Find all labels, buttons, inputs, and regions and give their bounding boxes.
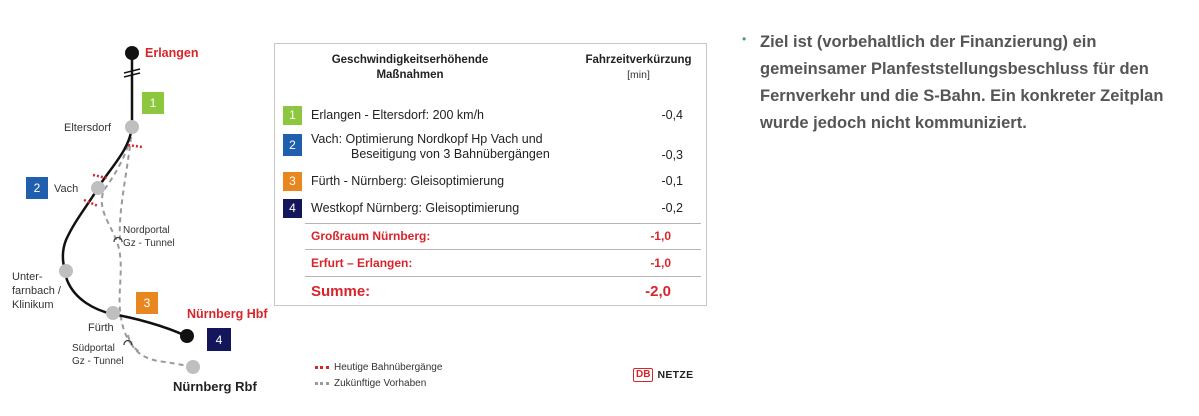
header-unit: [min]: [627, 69, 650, 81]
row-value: -0,2: [661, 201, 683, 215]
station-unterfarnbach: [59, 264, 73, 278]
grossraum-label: Großraum Nürnberg:: [311, 229, 431, 243]
label-unterfarnbach-1: Unter-: [12, 271, 43, 283]
table-row: 4 Westkopf Nürnberg: Gleisoptimierung -0…: [283, 199, 703, 219]
table-row: 2 Vach: Optimierung Nordkopf Hp Vach und…: [283, 132, 703, 166]
legend-red-dots-icon: [315, 365, 329, 369]
badge-3-label: 3: [144, 296, 151, 310]
header-time-reduction-label: Fahrzeitverkürzung: [585, 54, 692, 66]
label-nuernberg-rbf: Nürnberg Rbf: [173, 379, 257, 394]
row-label: Erlangen - Eltersdorf: 200 km/h: [311, 108, 484, 122]
label-nordportal-2: Gz - Tunnel: [123, 238, 175, 249]
row-badge-1: 1: [283, 106, 302, 125]
row-label: Vach: Optimierung Nordkopf Hp Vach und: [311, 132, 543, 146]
label-eltersdorf: Eltersdorf: [64, 122, 112, 134]
badge-1-label: 1: [150, 96, 157, 110]
header-measures-line2: Maßnahmen: [376, 69, 444, 81]
measures-table: Geschwindigkeitserhöhende Maßnahmen Fahr…: [274, 43, 707, 306]
row-label: Fürth - Nürnberg: Gleisoptimierung: [311, 174, 505, 188]
bullet-text: Ziel ist (vorbehaltlich der Finanzierung…: [760, 33, 1164, 132]
header-measures-line1: Geschwindigkeitserhöhende: [331, 54, 489, 66]
label-vach: Vach: [54, 183, 78, 195]
level-crossing-marks: [83, 198, 99, 208]
break-mark: [123, 72, 141, 78]
future-line-vach-bypass: [100, 127, 141, 353]
station-vach: [91, 181, 105, 195]
divider: [305, 223, 701, 224]
row-summe: Summe: -2,0: [311, 283, 681, 300]
row-value: -0,3: [661, 148, 683, 162]
divider: [305, 276, 701, 277]
table-row: 1 Erlangen - Eltersdorf: 200 km/h -0,4: [283, 106, 703, 126]
badge-1: [142, 92, 164, 114]
main-line: [61, 53, 187, 338]
summe-label: Summe:: [311, 283, 371, 300]
grossraum-value: -1,0: [650, 229, 671, 243]
db-logo-mark: DB: [633, 368, 654, 382]
station-nuernberg-hbf: [180, 329, 194, 343]
station-fuerth: [106, 306, 120, 320]
station-eltersdorf: [125, 120, 139, 134]
station-erlangen: [125, 46, 139, 60]
erfurt-label: Erfurt – Erlangen:: [311, 256, 413, 270]
badge-3: [136, 292, 158, 314]
label-nuernberg-hbf: Nürnberg Hbf: [187, 307, 268, 321]
label-suedportal-2: Gz - Tunnel: [72, 356, 124, 367]
row-badge-2: 2: [283, 134, 302, 156]
row-erfurt: Erfurt – Erlangen: -1,0: [311, 256, 681, 270]
row-value: -0,4: [661, 108, 683, 122]
tunnel-portal-nord: [113, 236, 123, 243]
badge-2-label: 2: [34, 181, 41, 195]
row-label: Westkopf Nürnberg: Gleisoptimierung: [311, 201, 520, 215]
future-line-rbf: [127, 334, 194, 368]
label-unterfarnbach-3: Klinikum: [12, 299, 54, 311]
legend-future-projects: Zukünftige Vorhaben: [315, 378, 426, 389]
badge-4-label: 4: [216, 333, 223, 347]
row-value: -0,1: [661, 174, 683, 188]
divider: [305, 249, 701, 250]
header-measures: Geschwindigkeitserhöhende Maßnahmen: [310, 53, 510, 83]
label-nordportal-1: Nordportal: [123, 225, 170, 236]
table-row: 3 Fürth - Nürnberg: Gleisoptimierung -0,…: [283, 172, 703, 192]
label-erlangen: Erlangen: [145, 46, 199, 60]
bullet-dot-icon: •: [742, 32, 747, 46]
station-nuernberg-rbf: [186, 360, 200, 374]
netze-wordmark: NETZE: [657, 369, 694, 381]
row-badge-3: 3: [283, 172, 302, 191]
db-netze-logo: DB NETZE: [633, 367, 693, 383]
legend-current-label: Heutige Bahnübergänge: [334, 362, 443, 373]
row-label-line2: Beseitigung von 3 Bahnübergängen: [351, 147, 550, 161]
route-map: 1 2 3 4 Erlangen Eltersdorf Vach Unter- …: [12, 46, 268, 394]
tunnel-portal-sued: [123, 339, 133, 346]
badge-2: [26, 177, 48, 199]
future-line-eltersdorf-branch: [118, 127, 133, 241]
badge-4: [207, 328, 231, 351]
label-fuerth: Fürth: [88, 322, 114, 334]
legend-future-label: Zukünftige Vorhaben: [334, 378, 427, 389]
break-mark: [123, 68, 141, 74]
summe-value: -2,0: [645, 283, 671, 300]
erfurt-value: -1,0: [650, 256, 671, 270]
row-grossraum: Großraum Nürnberg: -1,0: [311, 229, 681, 243]
legend-current-crossings: Heutige Bahnübergänge: [315, 362, 442, 373]
header-time-reduction: Fahrzeitverkürzung [min]: [571, 53, 706, 83]
label-unterfarnbach-2: farnbach /: [12, 285, 62, 297]
row-badge-4: 4: [283, 199, 302, 218]
legend-grey-dots-icon: [315, 381, 329, 385]
label-suedportal-1: Südportal: [72, 343, 115, 354]
